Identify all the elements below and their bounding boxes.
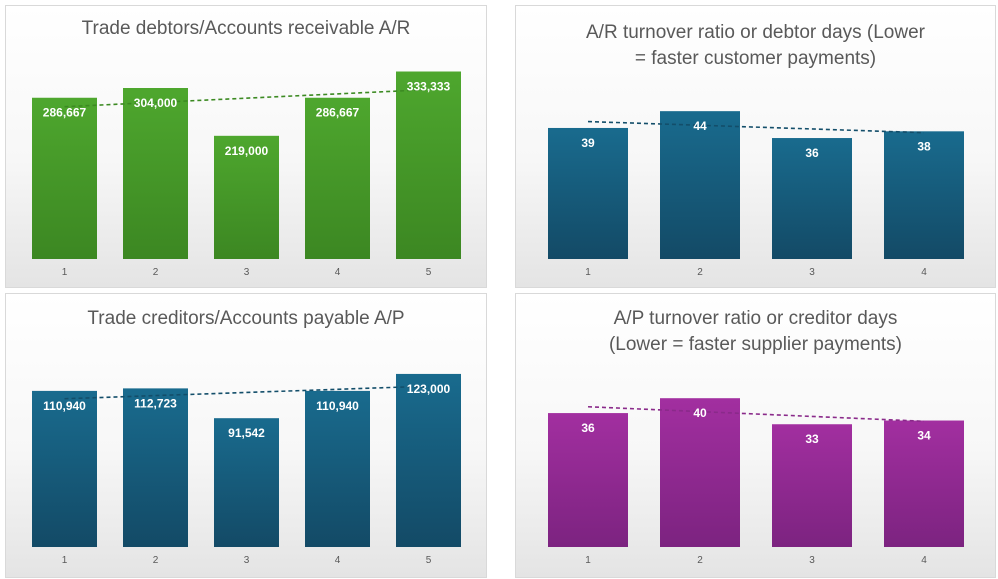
data-label: 91,542 (228, 426, 265, 440)
x-tick-label: 5 (426, 267, 432, 278)
chart-title: Trade creditors/Accounts payable A/P (87, 308, 405, 329)
x-tick-label: 3 (809, 267, 815, 278)
data-label: 38 (917, 139, 931, 153)
bar (32, 97, 97, 259)
chart-plot: 110,940 1 112,723 2 91,542 3 110,940 4 123,000 5 (32, 373, 461, 566)
bar (660, 111, 740, 259)
data-label: 110,940 (43, 399, 86, 413)
data-label: 33 (805, 432, 819, 446)
x-tick-label: 2 (153, 555, 159, 566)
chart-ar-days: 39 1 44 2 36 3 38 4 A/R turnover ratio or debto… (515, 5, 996, 288)
data-label: 123,000 (407, 382, 451, 396)
chart-plot: 286,667 1 304,000 2 219,000 3 286,667 4 333,333 5 (32, 71, 461, 278)
chart-title: A/P turnover ratio or creditor days (Low… (516, 306, 995, 358)
chart-title-line: A/R turnover ratio or debtor days (Lower (586, 22, 925, 43)
x-tick-label: 1 (62, 267, 68, 278)
bar (772, 424, 852, 547)
chart-title-line: (Lower = faster supplier payments) (608, 334, 903, 355)
data-label: 286,667 (316, 106, 360, 120)
data-label: 39 (581, 136, 595, 150)
x-tick-label: 4 (921, 555, 927, 566)
x-tick-label: 1 (585, 267, 591, 278)
x-tick-label: 4 (921, 267, 927, 278)
x-tick-label: 4 (335, 555, 341, 566)
x-tick-label: 1 (62, 555, 68, 566)
chart-title-line: = faster customer payments) (634, 48, 877, 69)
data-label: 304,000 (134, 96, 178, 110)
trendline (64, 385, 429, 400)
trendline (587, 405, 925, 423)
bar (884, 131, 964, 259)
bar (772, 138, 852, 259)
chart-title: A/R turnover ratio or debtor days (Lower… (516, 20, 995, 72)
data-label: 36 (805, 146, 819, 160)
bar (660, 398, 740, 547)
chart-title: Trade debtors/Accounts receivable A/R (81, 18, 411, 39)
bar (123, 88, 188, 259)
bar (32, 390, 97, 547)
bar (884, 420, 964, 547)
x-tick-label: 3 (809, 555, 815, 566)
chart-title-line: A/P turnover ratio or creditor days (613, 308, 898, 329)
trendline (587, 120, 925, 134)
x-tick-label: 2 (697, 555, 703, 566)
data-label: 34 (917, 429, 931, 443)
chart-ap-balance: 110,940 1 112,723 2 91,542 3 110,940 4 123,000 5 … (5, 293, 487, 578)
chart-ap-days: 36 1 40 2 33 3 34 4 A/P turnover ratio or credi… (515, 293, 996, 578)
bar (123, 388, 188, 547)
chart-ar-balance: 286,667 1 304,000 2 219,000 3 286,667 4 333,333 5… (5, 5, 487, 288)
x-tick-label: 4 (335, 267, 341, 278)
chart-plot: 39 1 44 2 36 3 38 4 (548, 111, 964, 278)
data-label: 286,667 (43, 106, 87, 120)
x-tick-label: 3 (244, 267, 250, 278)
bar (548, 127, 628, 260)
bar (396, 71, 461, 260)
data-label: 112,723 (134, 396, 177, 410)
bar (305, 390, 370, 547)
data-label: 110,940 (316, 399, 359, 413)
data-label: 44 (693, 119, 707, 133)
x-tick-label: 2 (697, 267, 703, 278)
bar (305, 97, 370, 259)
x-tick-label: 5 (426, 555, 432, 566)
data-label: 40 (693, 406, 707, 420)
trendline (64, 88, 429, 108)
bar (214, 418, 279, 547)
x-tick-label: 2 (153, 267, 159, 278)
data-label: 219,000 (225, 144, 269, 158)
data-label: 333,333 (407, 80, 451, 94)
x-tick-label: 1 (585, 555, 591, 566)
x-tick-label: 3 (244, 555, 250, 566)
bar (396, 373, 461, 547)
data-label: 36 (581, 421, 595, 435)
bar (214, 135, 279, 259)
bar (548, 413, 628, 547)
